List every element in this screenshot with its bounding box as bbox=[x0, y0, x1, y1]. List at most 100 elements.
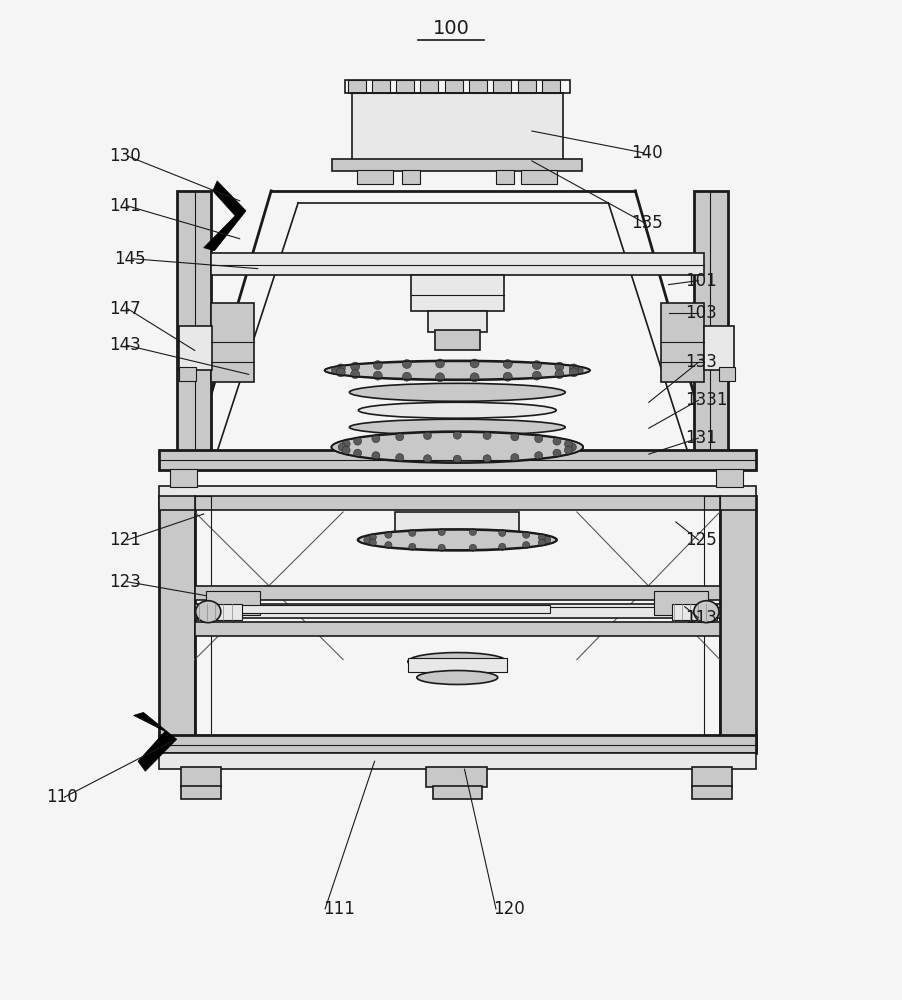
Text: 135: 135 bbox=[630, 214, 663, 232]
Ellipse shape bbox=[568, 443, 576, 451]
Bar bbox=[396, 80, 414, 93]
Bar bbox=[420, 80, 438, 93]
Ellipse shape bbox=[325, 361, 590, 379]
Bar bbox=[654, 591, 708, 615]
Ellipse shape bbox=[470, 373, 479, 382]
Bar bbox=[720, 496, 756, 751]
Bar bbox=[159, 753, 756, 769]
Ellipse shape bbox=[358, 530, 557, 550]
Ellipse shape bbox=[538, 534, 546, 541]
Text: 100: 100 bbox=[433, 19, 469, 38]
Bar bbox=[372, 80, 390, 93]
Bar bbox=[347, 80, 365, 93]
Ellipse shape bbox=[438, 544, 446, 551]
Ellipse shape bbox=[331, 366, 340, 375]
Ellipse shape bbox=[364, 536, 371, 543]
Ellipse shape bbox=[483, 455, 491, 463]
Text: 140: 140 bbox=[630, 144, 662, 162]
Text: 133: 133 bbox=[685, 353, 717, 371]
Bar bbox=[211, 303, 254, 382]
Ellipse shape bbox=[453, 455, 461, 463]
Ellipse shape bbox=[354, 437, 362, 445]
Text: 130: 130 bbox=[109, 147, 141, 165]
Ellipse shape bbox=[522, 542, 529, 549]
Bar bbox=[211, 253, 704, 275]
Ellipse shape bbox=[511, 433, 519, 441]
Ellipse shape bbox=[436, 373, 445, 382]
Ellipse shape bbox=[694, 601, 719, 623]
Bar bbox=[177, 191, 211, 465]
Text: 113: 113 bbox=[685, 609, 717, 627]
Text: 145: 145 bbox=[114, 250, 145, 268]
Ellipse shape bbox=[532, 371, 541, 380]
Bar bbox=[352, 93, 563, 161]
Bar bbox=[704, 496, 720, 751]
Bar bbox=[521, 170, 557, 184]
Bar bbox=[159, 735, 756, 753]
Bar bbox=[692, 786, 732, 799]
Bar bbox=[408, 658, 507, 672]
Ellipse shape bbox=[354, 449, 362, 457]
Text: 141: 141 bbox=[109, 197, 141, 215]
Bar bbox=[159, 486, 756, 498]
Ellipse shape bbox=[565, 446, 573, 454]
Text: 121: 121 bbox=[109, 531, 141, 549]
Text: 120: 120 bbox=[493, 900, 525, 918]
Bar bbox=[356, 170, 392, 184]
Text: 110: 110 bbox=[46, 788, 78, 806]
Ellipse shape bbox=[373, 371, 382, 380]
Ellipse shape bbox=[503, 360, 512, 368]
Bar bbox=[428, 311, 487, 332]
Bar bbox=[542, 80, 560, 93]
Bar bbox=[235, 605, 550, 613]
Bar bbox=[672, 604, 717, 620]
Ellipse shape bbox=[358, 402, 557, 418]
Ellipse shape bbox=[423, 455, 431, 463]
Bar bbox=[159, 450, 756, 470]
Ellipse shape bbox=[331, 432, 584, 462]
Ellipse shape bbox=[369, 534, 376, 541]
Ellipse shape bbox=[402, 360, 411, 368]
Text: 131: 131 bbox=[685, 429, 717, 447]
Ellipse shape bbox=[409, 543, 416, 550]
Bar bbox=[493, 80, 511, 93]
Ellipse shape bbox=[553, 449, 561, 457]
Ellipse shape bbox=[470, 359, 479, 368]
Ellipse shape bbox=[544, 536, 551, 543]
Ellipse shape bbox=[349, 419, 566, 435]
Ellipse shape bbox=[351, 362, 360, 371]
Ellipse shape bbox=[569, 364, 578, 373]
Bar bbox=[195, 622, 720, 636]
Ellipse shape bbox=[396, 454, 404, 461]
Polygon shape bbox=[133, 712, 177, 771]
Ellipse shape bbox=[349, 383, 566, 401]
Ellipse shape bbox=[385, 531, 392, 538]
Bar bbox=[198, 604, 243, 620]
Text: 111: 111 bbox=[323, 900, 354, 918]
Bar bbox=[704, 326, 734, 370]
Ellipse shape bbox=[565, 440, 573, 448]
Bar bbox=[694, 191, 728, 465]
Bar bbox=[181, 767, 221, 787]
Ellipse shape bbox=[503, 372, 512, 381]
Text: 103: 103 bbox=[685, 304, 716, 322]
Ellipse shape bbox=[483, 432, 491, 440]
Ellipse shape bbox=[336, 364, 345, 373]
Ellipse shape bbox=[438, 529, 446, 536]
Ellipse shape bbox=[555, 362, 564, 371]
Ellipse shape bbox=[396, 433, 404, 441]
Ellipse shape bbox=[369, 539, 376, 546]
Ellipse shape bbox=[408, 653, 507, 671]
Ellipse shape bbox=[555, 370, 564, 379]
Ellipse shape bbox=[373, 361, 382, 370]
Bar bbox=[207, 591, 261, 615]
Ellipse shape bbox=[336, 368, 345, 377]
Bar bbox=[410, 275, 504, 311]
Bar bbox=[692, 767, 732, 787]
Ellipse shape bbox=[553, 437, 561, 445]
Text: 101: 101 bbox=[685, 272, 716, 290]
Bar bbox=[518, 80, 536, 93]
Ellipse shape bbox=[196, 601, 221, 623]
Text: 143: 143 bbox=[109, 336, 141, 354]
Bar bbox=[435, 330, 480, 350]
